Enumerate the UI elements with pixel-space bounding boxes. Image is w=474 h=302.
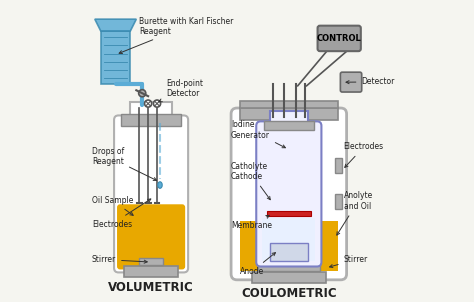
Bar [130, 102, 172, 120]
Text: VOLUMETRIC: VOLUMETRIC [108, 281, 194, 294]
Text: Burette with Karl Fischer
Reagent: Burette with Karl Fischer Reagent [119, 17, 234, 53]
FancyBboxPatch shape [318, 26, 361, 51]
FancyBboxPatch shape [256, 121, 321, 266]
Bar [252, 272, 326, 283]
Bar [270, 111, 308, 126]
Bar [266, 211, 311, 216]
Text: Electrodes: Electrodes [344, 143, 384, 167]
Polygon shape [95, 19, 137, 31]
Text: Membrane: Membrane [231, 215, 272, 230]
Text: COULOMETRIC: COULOMETRIC [241, 287, 337, 300]
Ellipse shape [158, 182, 162, 188]
Circle shape [139, 90, 146, 97]
Bar [335, 158, 342, 173]
FancyBboxPatch shape [114, 115, 188, 272]
Text: Electrodes: Electrodes [92, 199, 151, 229]
Text: Anolyte
and Oil: Anolyte and Oil [337, 191, 373, 235]
Bar [264, 121, 314, 130]
Bar [335, 194, 342, 209]
Text: Detector: Detector [346, 77, 395, 86]
Circle shape [154, 100, 161, 107]
Bar [121, 114, 181, 126]
Bar [139, 258, 163, 265]
Bar [240, 101, 337, 108]
Polygon shape [240, 220, 337, 271]
Polygon shape [262, 218, 316, 261]
FancyBboxPatch shape [340, 72, 362, 92]
FancyBboxPatch shape [231, 108, 346, 280]
Text: Catholyte
Cathode: Catholyte Cathode [231, 162, 270, 200]
Circle shape [145, 100, 152, 107]
Polygon shape [101, 31, 130, 84]
Bar [258, 264, 320, 271]
Text: Oil Sample: Oil Sample [92, 196, 133, 215]
Text: Stirrer: Stirrer [329, 255, 368, 268]
Text: Iodine
Generator: Iodine Generator [231, 120, 285, 148]
Text: End-point
Detector: End-point Detector [159, 79, 203, 102]
Bar [240, 108, 337, 120]
Text: CONTROL: CONTROL [317, 34, 362, 43]
Bar [270, 243, 308, 261]
Text: Drops of
Reagent: Drops of Reagent [92, 147, 156, 180]
FancyBboxPatch shape [117, 204, 185, 269]
Text: Stirrer: Stirrer [92, 255, 147, 264]
Bar [125, 266, 178, 277]
Text: Anode: Anode [240, 253, 275, 276]
